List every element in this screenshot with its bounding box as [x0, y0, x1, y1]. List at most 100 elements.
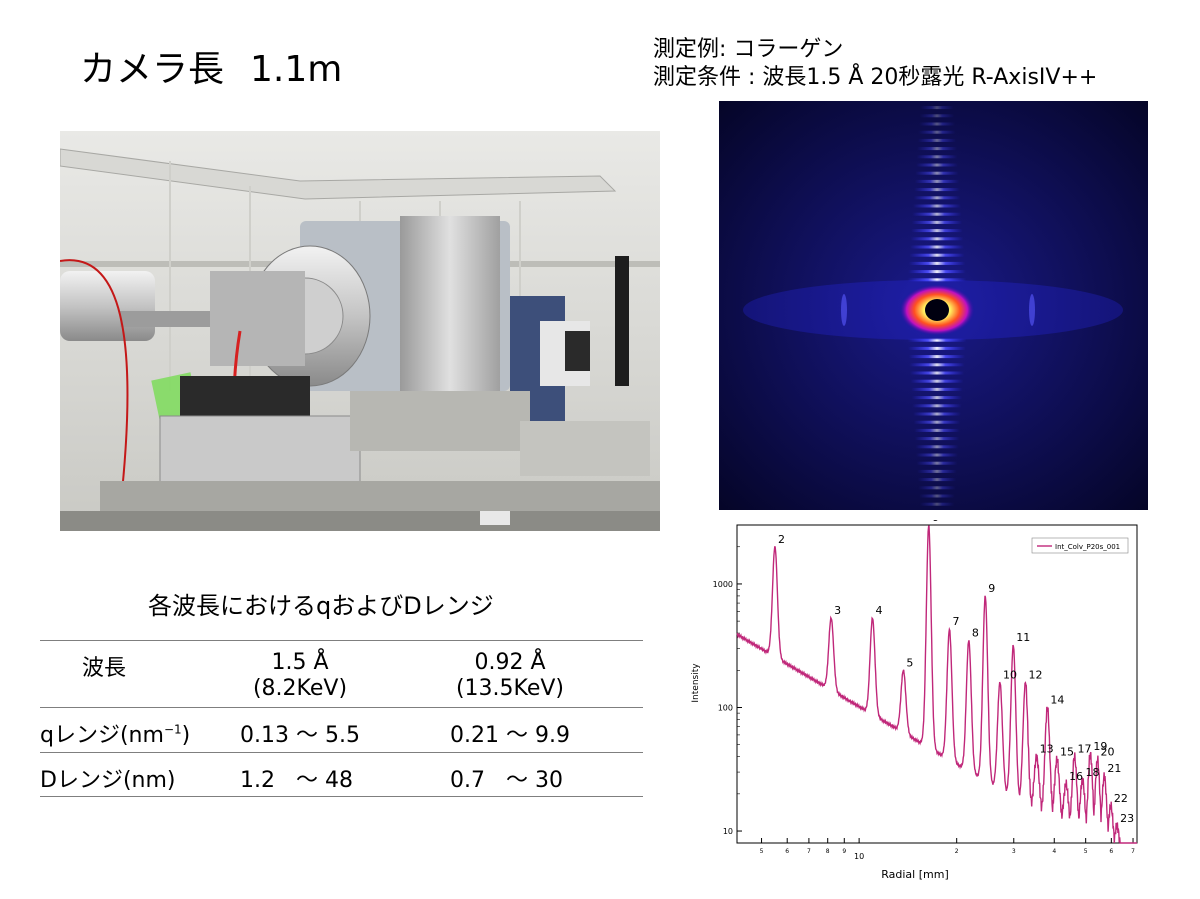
table-title: 各波長におけるqおよびDレンジ: [148, 592, 494, 620]
peak-label: 9: [988, 582, 995, 595]
diffraction-stripe: [918, 130, 956, 134]
diffraction-stripe: [915, 171, 959, 175]
table-rule-top: [40, 640, 643, 641]
y-tick-label: 1000: [713, 580, 733, 589]
diffraction-stripe: [912, 404, 962, 408]
peak-label: 20: [1101, 745, 1115, 758]
x-tick-label: 5: [1084, 848, 1088, 855]
row-d-value-2: 0.7 〜 30: [450, 768, 563, 793]
diffraction-stripe: [913, 412, 961, 416]
x-tick-label: 4: [1052, 848, 1056, 855]
row-q-value-2: 0.21 〜 9.9: [450, 723, 570, 748]
header-col2-energy: (13.5KeV): [455, 676, 565, 701]
title-camera-length: カメラ長: [80, 49, 225, 90]
xray-diffraction-image: [719, 101, 1148, 510]
x-tick-label: 7: [1131, 848, 1135, 855]
header-wavelength-label: 波長: [82, 656, 127, 681]
row-q-value-1: 0.13 〜 5.5: [240, 723, 360, 748]
diffraction-stripe: [919, 114, 955, 118]
page-title: カメラ長 1.1m: [80, 40, 342, 92]
diffraction-stripe: [917, 147, 957, 151]
measurement-conditions: 測定条件 : 波長1.5 Å 20秒露光 R-AxisIV++: [653, 65, 1098, 90]
diffraction-stripe: [916, 453, 958, 457]
peak-label: 16: [1069, 770, 1083, 783]
table-rule-header: [40, 707, 643, 708]
diffraction-stripe: [919, 494, 955, 498]
peak-label: 21: [1107, 762, 1121, 775]
diffraction-stripe: [911, 220, 963, 224]
diffraction-stripe: [908, 261, 966, 265]
instrument-photo: [60, 131, 660, 531]
diffraction-stripe: [920, 106, 954, 110]
diffraction-stripe: [908, 355, 966, 359]
diffraction-stripe: [916, 461, 958, 465]
y-axis-label: Intensity: [691, 663, 701, 703]
peak-label: 3: [834, 604, 841, 617]
x-tick-label: 10: [854, 852, 864, 861]
peak-label: 13: [1040, 743, 1054, 756]
row-d-value-1: 1.2 〜 48: [240, 768, 353, 793]
diffraction-stripe: [917, 138, 957, 142]
peak-label: 23: [1120, 812, 1134, 825]
diffraction-stripe: [914, 428, 960, 432]
diffraction-stripe: [907, 338, 967, 342]
peak-label: 11: [1016, 631, 1030, 644]
x-tick-label: 3: [1012, 848, 1016, 855]
peak-label: 7: [952, 615, 959, 628]
x-tick-label: 8: [826, 848, 830, 855]
diffraction-stripe: [909, 253, 965, 257]
diffraction-stripe: [910, 379, 964, 383]
diffraction-stripe: [910, 371, 964, 375]
diffraction-stripe: [911, 229, 963, 233]
x-tick-label: 2: [955, 848, 959, 855]
diffraction-stripe: [913, 420, 961, 424]
peak-label: 17: [1078, 743, 1092, 756]
diffraction-stripe: [912, 212, 962, 216]
diffraction-stripe: [917, 469, 957, 473]
header-col1-energy: (8.2KeV): [252, 676, 348, 701]
peak-label: 8: [972, 626, 979, 639]
diffraction-stripe: [915, 445, 959, 449]
diffraction-stripe: [914, 437, 960, 441]
diffraction-stripe: [919, 122, 955, 126]
table-rule-row1: [40, 752, 643, 753]
x-tick-label: 9: [842, 848, 846, 855]
plot-area: [736, 524, 1138, 844]
x-tick-label: 7: [807, 848, 811, 855]
peak-label: 22: [1114, 792, 1128, 805]
peak-label: 10: [1003, 668, 1017, 681]
diffraction-stripe: [914, 188, 960, 192]
peak-label: 5: [906, 656, 913, 669]
title-length-value: 1.1m: [250, 49, 343, 90]
peak-label: 14: [1050, 693, 1064, 706]
peak-label: 18: [1086, 766, 1100, 779]
y-tick-label: 10: [723, 827, 733, 836]
diffraction-stripe: [909, 363, 965, 367]
diffraction-stripe: [908, 270, 966, 274]
diffraction-stripe: [908, 346, 966, 350]
peak-label: 12: [1028, 668, 1042, 681]
diffraction-stripe: [910, 237, 964, 241]
peak-label: 2: [778, 533, 785, 546]
diffraction-stripe: [917, 478, 957, 482]
legend: Int_Colv_P20s_001: [1031, 537, 1129, 554]
diffraction-stripe: [910, 245, 964, 249]
measurement-example: 測定例: コラーゲン: [653, 37, 844, 62]
peak-label: 19: [1093, 740, 1107, 753]
table-rule-bottom: [40, 796, 643, 797]
header-col1-wavelength: 1.5 Å: [271, 650, 329, 675]
header-col2-wavelength: 0.92 Å: [474, 650, 546, 675]
series-line: [736, 525, 1137, 844]
diffraction-stripe: [913, 196, 961, 200]
row-q-label: qレンジ(nm−1): [40, 722, 191, 748]
peak-label: 6: [932, 520, 939, 524]
header-col1: 1.5 Å (8.2KeV): [230, 650, 370, 702]
legend-label: Int_Colv_P20s_001: [1055, 543, 1120, 551]
diffraction-stripe: [911, 387, 963, 391]
diffraction-stripe: [919, 502, 955, 506]
diffraction-stripe: [913, 204, 961, 208]
measurement-info: 測定例: コラーゲン 測定条件 : 波長1.5 Å 20秒露光 R-AxisIV…: [653, 36, 1097, 92]
diffraction-stripe: [907, 278, 967, 282]
diffraction-stripe: [918, 486, 956, 490]
